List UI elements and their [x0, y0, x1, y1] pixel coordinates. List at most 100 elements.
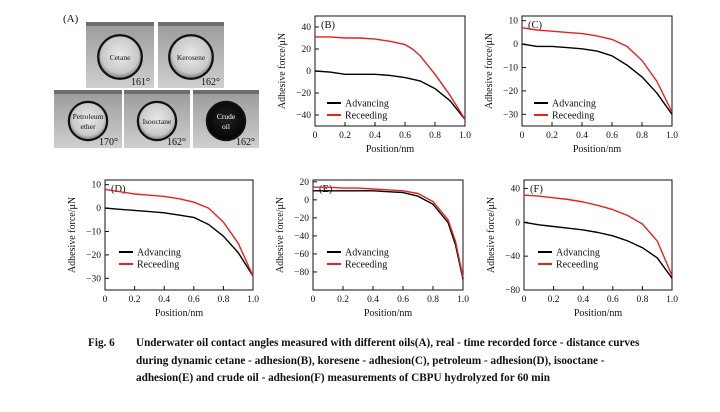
y-axis-label: Adhesive force/μN — [275, 197, 286, 273]
oil-photo: Isooctane 162° — [124, 90, 190, 148]
y-tick-label: −30 — [503, 110, 518, 120]
panel-label-a: (A) — [63, 13, 79, 25]
panel-a: (A)Cetane161°Kerosene162°Petroleumether1… — [54, 13, 259, 148]
y-tick-label: 40 — [302, 23, 312, 33]
y-tick-label: −20 — [86, 251, 101, 261]
x-tick-label: 0.4 — [576, 131, 588, 141]
oil-droplet — [67, 100, 109, 142]
y-tick-label: −10 — [503, 63, 518, 73]
x-axis-label: Position/nm — [366, 144, 415, 155]
contact-angle: 162° — [236, 137, 255, 148]
x-tick-label: 0.6 — [607, 295, 619, 305]
photo-surface — [193, 90, 259, 94]
y-axis-label: Adhesive force/μN — [484, 33, 495, 109]
y-tick-label: −80 — [294, 268, 309, 278]
x-tick-label: 1.0 — [666, 131, 678, 141]
y-axis-label: Adhesive force/μN — [277, 33, 288, 109]
series-line-receeding — [313, 186, 464, 278]
x-tick-label: 0.4 — [577, 295, 589, 305]
caption-label: Fig. 6 — [88, 337, 115, 349]
plot-frame — [312, 179, 464, 291]
chart-e: 0 0.2 0.4 0.6 0.8 1.0 20 0 −20 −40 −60 −80 Position/… — [275, 178, 469, 319]
chart-f: 0 0.2 0.4 0.6 0.8 1.0 40 0 −40 −80 Position/nm Adhe… — [486, 179, 678, 319]
panel-label: (C) — [528, 20, 543, 31]
series-line-advancing — [523, 221, 673, 279]
x-tick-label: 0.8 — [636, 131, 648, 141]
y-tick-label: −40 — [296, 111, 311, 121]
oil-photo: Cetane 161° — [86, 22, 154, 88]
x-tick-label: 0.2 — [337, 295, 349, 305]
oil-name: Kerosene — [177, 53, 206, 62]
photo-surface — [124, 90, 190, 94]
oil-droplet — [97, 34, 143, 80]
series-line-receeding — [521, 27, 673, 113]
x-tick-label: 0 — [311, 295, 316, 305]
contact-angle: 161° — [131, 77, 150, 88]
x-tick-label: 0.2 — [546, 131, 558, 141]
legend-label: Advancing — [552, 99, 596, 110]
contact-angle: 162° — [201, 77, 220, 88]
legend-label: Receeding — [345, 111, 387, 122]
y-tick-label: 0 — [306, 67, 311, 77]
y-tick-label: 0 — [513, 40, 518, 50]
x-tick-label: 0.8 — [429, 131, 441, 141]
x-tick-label: 1.0 — [247, 295, 259, 305]
oil-droplet — [168, 34, 214, 80]
legend-label: Advancing — [345, 248, 389, 259]
y-tick-label: −60 — [294, 250, 309, 260]
y-tick-label: −20 — [294, 214, 309, 224]
y-tick-label: −20 — [503, 87, 518, 97]
x-tick-label: 0.6 — [188, 295, 200, 305]
y-tick-label: 20 — [302, 45, 312, 55]
x-tick-label: 0.4 — [367, 295, 379, 305]
legend-label: Receeding — [552, 111, 594, 122]
charts-group: 0 0.2 0.4 0.6 0.8 1.0 40 20 0 −20 −40 Position/nm Ad… — [67, 15, 678, 319]
x-tick-label: 0.4 — [158, 295, 170, 305]
x-tick-label: 0.6 — [606, 131, 618, 141]
x-tick-label: 0.6 — [399, 131, 411, 141]
oil-name: Petroleum — [73, 112, 104, 121]
oil-droplet — [136, 100, 178, 142]
photo-surface — [158, 22, 224, 26]
x-tick-label: 0.2 — [129, 295, 141, 305]
y-tick-label: −10 — [86, 227, 101, 237]
x-tick-label: 0.8 — [427, 295, 439, 305]
panel-label: (D) — [111, 184, 126, 195]
series-line-advancing — [104, 207, 254, 277]
y-tick-label: 0 — [304, 196, 309, 206]
legend-label: Receeding — [556, 260, 598, 271]
y-tick-label: 0 — [96, 204, 101, 214]
series-line-advancing — [521, 43, 673, 115]
plot-frame — [521, 15, 673, 127]
chart-d: 0 0.2 0.4 0.6 0.8 1.0 10 0 −10 −20 −30 Position/nm A… — [67, 179, 259, 319]
oil-name: ether — [81, 122, 96, 131]
y-axis-label: Adhesive force/μN — [67, 197, 78, 273]
legend-label: Advancing — [137, 248, 181, 259]
y-tick-label: 10 — [92, 181, 102, 191]
series-line-receeding — [104, 188, 254, 277]
y-tick-label: −30 — [86, 274, 101, 284]
plot-frame — [104, 179, 254, 291]
legend-label: Receeding — [137, 260, 179, 271]
x-tick-label: 0.2 — [548, 295, 560, 305]
x-tick-label: 0.2 — [339, 131, 351, 141]
oil-name: Isooctane — [143, 117, 172, 126]
x-tick-label: 0.8 — [217, 295, 229, 305]
oil-name: Crude — [217, 112, 236, 121]
series-line-receeding — [523, 194, 673, 276]
x-axis-label: Position/nm — [364, 308, 413, 319]
figure-caption: Fig. 6 Underwater oil contact angles mea… — [88, 335, 648, 388]
x-tick-label: 0 — [520, 131, 525, 141]
series-line-advancing — [314, 70, 466, 120]
series-line-receeding — [315, 36, 466, 120]
oil-name: Cetane — [110, 53, 131, 62]
panel-label: (B) — [321, 20, 336, 31]
oil-photo: Kerosene 162° — [158, 22, 224, 88]
panel-label: (E) — [319, 184, 333, 195]
legend-label: Receeding — [345, 260, 387, 271]
plot-frame — [314, 15, 466, 127]
y-tick-label: −40 — [294, 232, 309, 242]
oil-droplet — [205, 100, 247, 142]
